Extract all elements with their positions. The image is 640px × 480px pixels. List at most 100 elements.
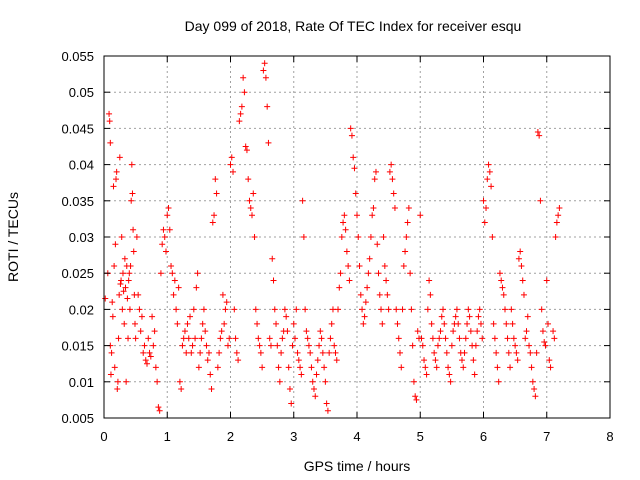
data-point	[371, 176, 378, 183]
data-point	[160, 226, 167, 233]
data-point	[414, 328, 421, 335]
data-point	[556, 205, 563, 212]
data-point	[359, 306, 366, 313]
data-point	[398, 364, 405, 371]
data-point	[475, 313, 482, 320]
data-point	[476, 306, 483, 313]
data-point	[509, 320, 516, 327]
data-point	[181, 328, 188, 335]
data-point	[256, 342, 263, 349]
grid-lines	[104, 56, 610, 418]
data-point	[384, 291, 391, 298]
data-point	[527, 349, 534, 356]
data-point	[128, 161, 135, 168]
data-point	[356, 262, 363, 269]
data-point	[111, 262, 118, 269]
data-point	[270, 277, 277, 284]
data-point	[240, 74, 247, 81]
data-point	[230, 168, 237, 175]
data-point	[165, 205, 172, 212]
data-point	[116, 291, 123, 298]
y-tick-label: 0.03	[69, 230, 94, 245]
data-point	[213, 190, 220, 197]
data-point	[324, 407, 331, 414]
data-point	[117, 281, 124, 288]
data-point	[125, 277, 132, 284]
data-point	[274, 342, 281, 349]
data-point	[212, 176, 219, 183]
data-point	[376, 291, 383, 298]
data-point	[231, 306, 238, 313]
data-point	[147, 353, 154, 360]
data-point	[102, 295, 109, 302]
data-point	[116, 154, 123, 161]
data-point	[200, 306, 207, 313]
data-point	[279, 335, 286, 342]
data-point	[442, 335, 449, 342]
data-point	[533, 349, 540, 356]
data-point	[281, 306, 288, 313]
data-point	[176, 378, 183, 385]
data-point	[288, 400, 295, 407]
x-axis-ticks: 0 1 2 3 4 5 6 7 8	[100, 56, 614, 444]
data-point	[438, 313, 445, 320]
data-point	[159, 241, 166, 248]
data-point	[307, 349, 314, 356]
data-point	[257, 349, 264, 356]
data-point	[467, 328, 474, 335]
data-point	[255, 335, 262, 342]
data-point	[523, 328, 530, 335]
data-point	[345, 262, 352, 269]
y-axis-ticks: 0.005 0.01 0.015 0.02 0.025 0.03 0.035 0.04 0.04…	[61, 49, 610, 426]
data-point	[503, 320, 510, 327]
data-point	[119, 270, 126, 277]
data-point	[477, 320, 484, 327]
data-point	[157, 270, 164, 277]
data-point	[531, 386, 538, 393]
data-point	[316, 342, 323, 349]
data-point	[524, 313, 531, 320]
data-point	[246, 197, 253, 204]
data-point	[173, 306, 180, 313]
data-point	[303, 328, 310, 335]
data-point	[293, 306, 300, 313]
data-point	[519, 277, 526, 284]
data-point	[410, 378, 417, 385]
data-point	[379, 320, 386, 327]
data-point	[146, 349, 153, 356]
data-point	[483, 205, 490, 212]
data-point	[144, 360, 151, 367]
data-point	[245, 176, 252, 183]
data-point	[386, 168, 393, 175]
data-point	[432, 357, 439, 364]
data-point	[216, 349, 223, 356]
data-point	[183, 349, 190, 356]
data-point	[238, 103, 245, 110]
data-point	[227, 161, 234, 168]
data-point	[352, 190, 359, 197]
data-point	[498, 277, 505, 284]
data-point	[118, 234, 125, 240]
data-point	[106, 118, 113, 125]
data-point	[202, 328, 209, 335]
data-point	[247, 205, 254, 212]
data-point	[385, 306, 392, 313]
data-point	[342, 226, 349, 233]
data-point	[542, 342, 549, 349]
data-point	[500, 291, 507, 298]
data-point	[142, 357, 149, 364]
data-point	[545, 320, 552, 327]
data-point	[266, 335, 273, 342]
data-point	[541, 338, 548, 345]
data-point	[126, 306, 133, 313]
data-point	[136, 306, 143, 313]
data-point	[223, 299, 230, 306]
data-point	[534, 129, 541, 136]
data-point	[547, 364, 554, 371]
data-point	[522, 335, 529, 342]
data-point	[517, 248, 524, 255]
data-point	[162, 248, 169, 255]
x-tick-label: 3	[290, 429, 297, 444]
y-tick-label: 0.045	[61, 121, 94, 136]
y-tick-label: 0.04	[69, 158, 94, 173]
